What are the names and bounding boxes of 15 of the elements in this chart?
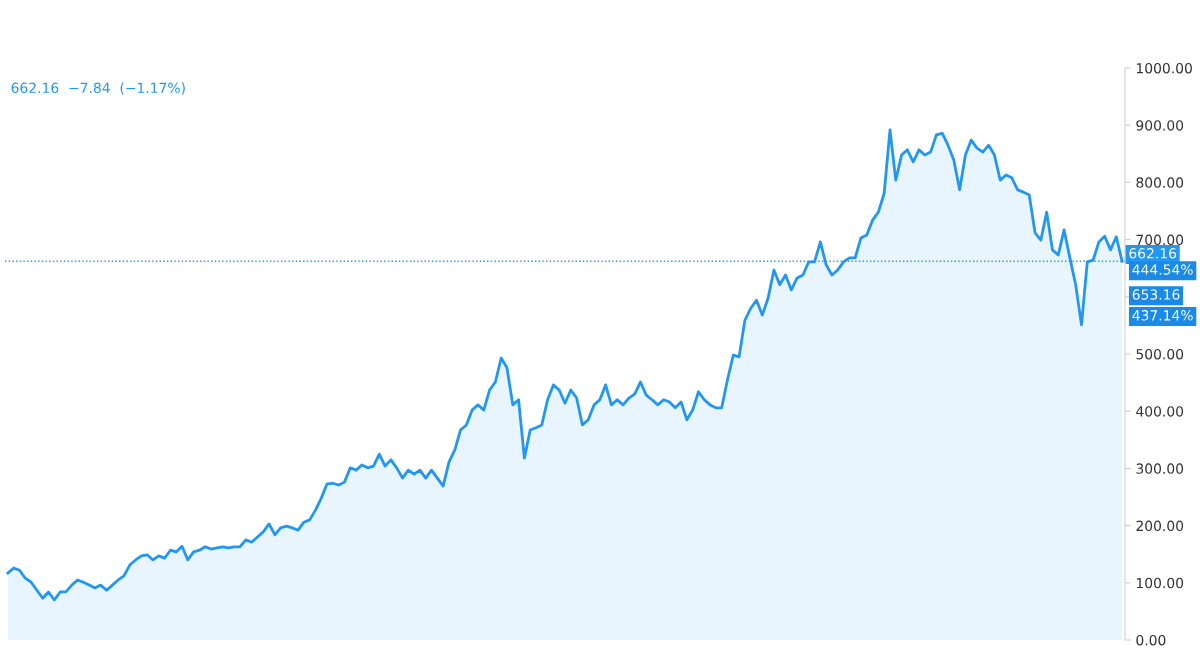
y-tick-label: 1000.00 bbox=[1136, 62, 1192, 74]
y-tick-label: 700.00 bbox=[1136, 234, 1184, 246]
annotation: 662.16 −7.84 (−1.17%) bbox=[11, 82, 185, 95]
y-tick-label: 800.00 bbox=[1136, 177, 1184, 188]
y-tick-label: 400.00 bbox=[1136, 406, 1184, 417]
text: 437.14% bbox=[1132, 310, 1193, 321]
y-tick-label: 200.00 bbox=[1136, 520, 1184, 532]
y-tick-label: 500.00 bbox=[1136, 348, 1184, 360]
y-tick-label: 100.00 bbox=[1136, 577, 1184, 589]
y-tick-label: 300.00 bbox=[1136, 463, 1184, 474]
text: 444.54% bbox=[1132, 264, 1193, 275]
y-tick-label: 900.00 bbox=[1136, 120, 1184, 131]
text: 653.16 bbox=[1132, 289, 1180, 300]
ref-line-label: 662.16 bbox=[1129, 248, 1177, 259]
y-tick-label: 0.00 bbox=[1136, 634, 1166, 646]
